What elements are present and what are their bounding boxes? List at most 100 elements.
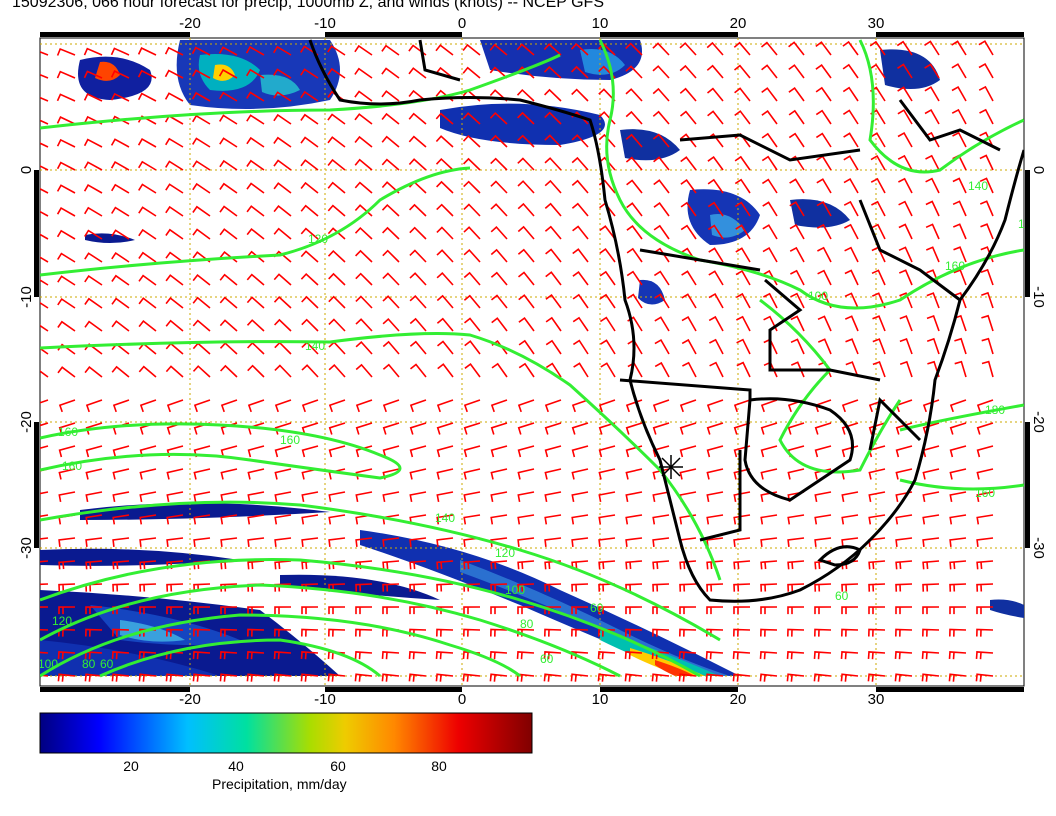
wind-barb (868, 583, 886, 592)
wind-barb (301, 422, 319, 435)
wind-barb (381, 44, 400, 56)
wind-barb (300, 272, 319, 286)
wind-barb (921, 651, 940, 660)
wind-barb (868, 468, 886, 480)
wind-barb (980, 223, 994, 240)
wind-barb (274, 491, 292, 503)
wind-barb (706, 583, 724, 592)
wind-barb (761, 155, 778, 171)
lon-tick-label: 20 (730, 15, 747, 32)
wind-barb (707, 201, 724, 217)
wind-barb (463, 294, 481, 309)
wind-barb (40, 445, 49, 450)
wind-barb (949, 583, 967, 592)
wind-barb (924, 109, 940, 125)
wind-barb (85, 491, 103, 503)
wind-barb (220, 445, 238, 458)
wind-barb (112, 583, 130, 592)
wind-barb (300, 113, 319, 125)
wind-barb (191, 69, 211, 79)
wind-barb (681, 338, 697, 355)
wind-barb (166, 491, 184, 503)
wind-barb (300, 204, 319, 217)
wind-barb (40, 560, 49, 563)
wind-barb (517, 606, 535, 615)
wind-barb (948, 673, 967, 682)
wind-barb (679, 87, 697, 102)
wind-barb (84, 252, 103, 263)
wind-barb (166, 583, 184, 592)
wind-barb (355, 272, 373, 286)
wind-barb (652, 65, 670, 79)
wind-barb (58, 560, 76, 570)
wind-barb (626, 179, 643, 194)
wind-barb (517, 514, 535, 525)
contour-label: 60 (590, 601, 604, 615)
wind-barb (705, 651, 724, 660)
wind-barb (40, 491, 49, 495)
wind-barb (166, 628, 184, 637)
wind-barb (112, 537, 130, 547)
wind-barb (57, 651, 76, 660)
wind-barb (165, 319, 184, 332)
wind-barb (57, 297, 76, 309)
wind-barb (544, 179, 562, 194)
wind-barb (58, 399, 76, 413)
wind-barb (545, 248, 562, 263)
wind-barb (571, 179, 589, 194)
wind-barb (922, 583, 940, 592)
wind-barb (40, 537, 49, 540)
wind-barb (761, 178, 778, 194)
wind-barb (925, 154, 940, 171)
wind-barb (220, 468, 238, 480)
wind-barb (654, 361, 670, 378)
wind-barb (354, 67, 373, 79)
wind-barb (787, 628, 805, 637)
wind-barb (789, 224, 805, 240)
wind-barb (274, 422, 292, 435)
wind-barb (40, 233, 49, 240)
wind-barb (871, 269, 886, 286)
wind-barb (164, 46, 184, 56)
wind-barb (491, 294, 508, 309)
wind-barb (382, 249, 400, 263)
wind-barb (56, 138, 76, 148)
wind-barb (571, 583, 589, 592)
wind-barb (382, 317, 400, 332)
wind-barb (138, 160, 157, 171)
wind-barb (328, 272, 346, 286)
wind-barb (952, 177, 967, 194)
wind-barb (625, 156, 643, 171)
wind-barb (381, 181, 400, 194)
wind-barb (138, 183, 157, 194)
wind-barb (517, 560, 535, 570)
wind-barb (355, 295, 373, 309)
wind-barb (274, 399, 292, 413)
wind-barb (463, 226, 481, 240)
wind-barb (139, 560, 157, 570)
wind-barb (814, 628, 832, 637)
wind-barb (899, 315, 913, 332)
wind-barb (409, 294, 427, 309)
wind-barb (761, 132, 778, 148)
wind-barb (570, 42, 589, 56)
wind-barb (409, 399, 427, 413)
wind-barb (490, 445, 508, 458)
wind-barb (273, 91, 292, 102)
wind-barb (301, 606, 319, 615)
wind-barb (301, 628, 319, 637)
lon-tick-label: 0 (458, 15, 466, 32)
wind-barb (708, 293, 724, 309)
wind-barb (897, 63, 913, 79)
wind-barb (789, 246, 805, 263)
wind-barb (192, 319, 211, 332)
lon-tick-label: 0 (458, 691, 466, 708)
wind-barb (464, 340, 481, 355)
wind-barb (355, 468, 373, 480)
wind-barb (192, 137, 211, 148)
wind-barb (894, 673, 913, 682)
wind-barb (301, 514, 319, 525)
wind-barb (626, 224, 643, 240)
wind-barb (790, 315, 805, 332)
wind-barb (948, 651, 967, 660)
